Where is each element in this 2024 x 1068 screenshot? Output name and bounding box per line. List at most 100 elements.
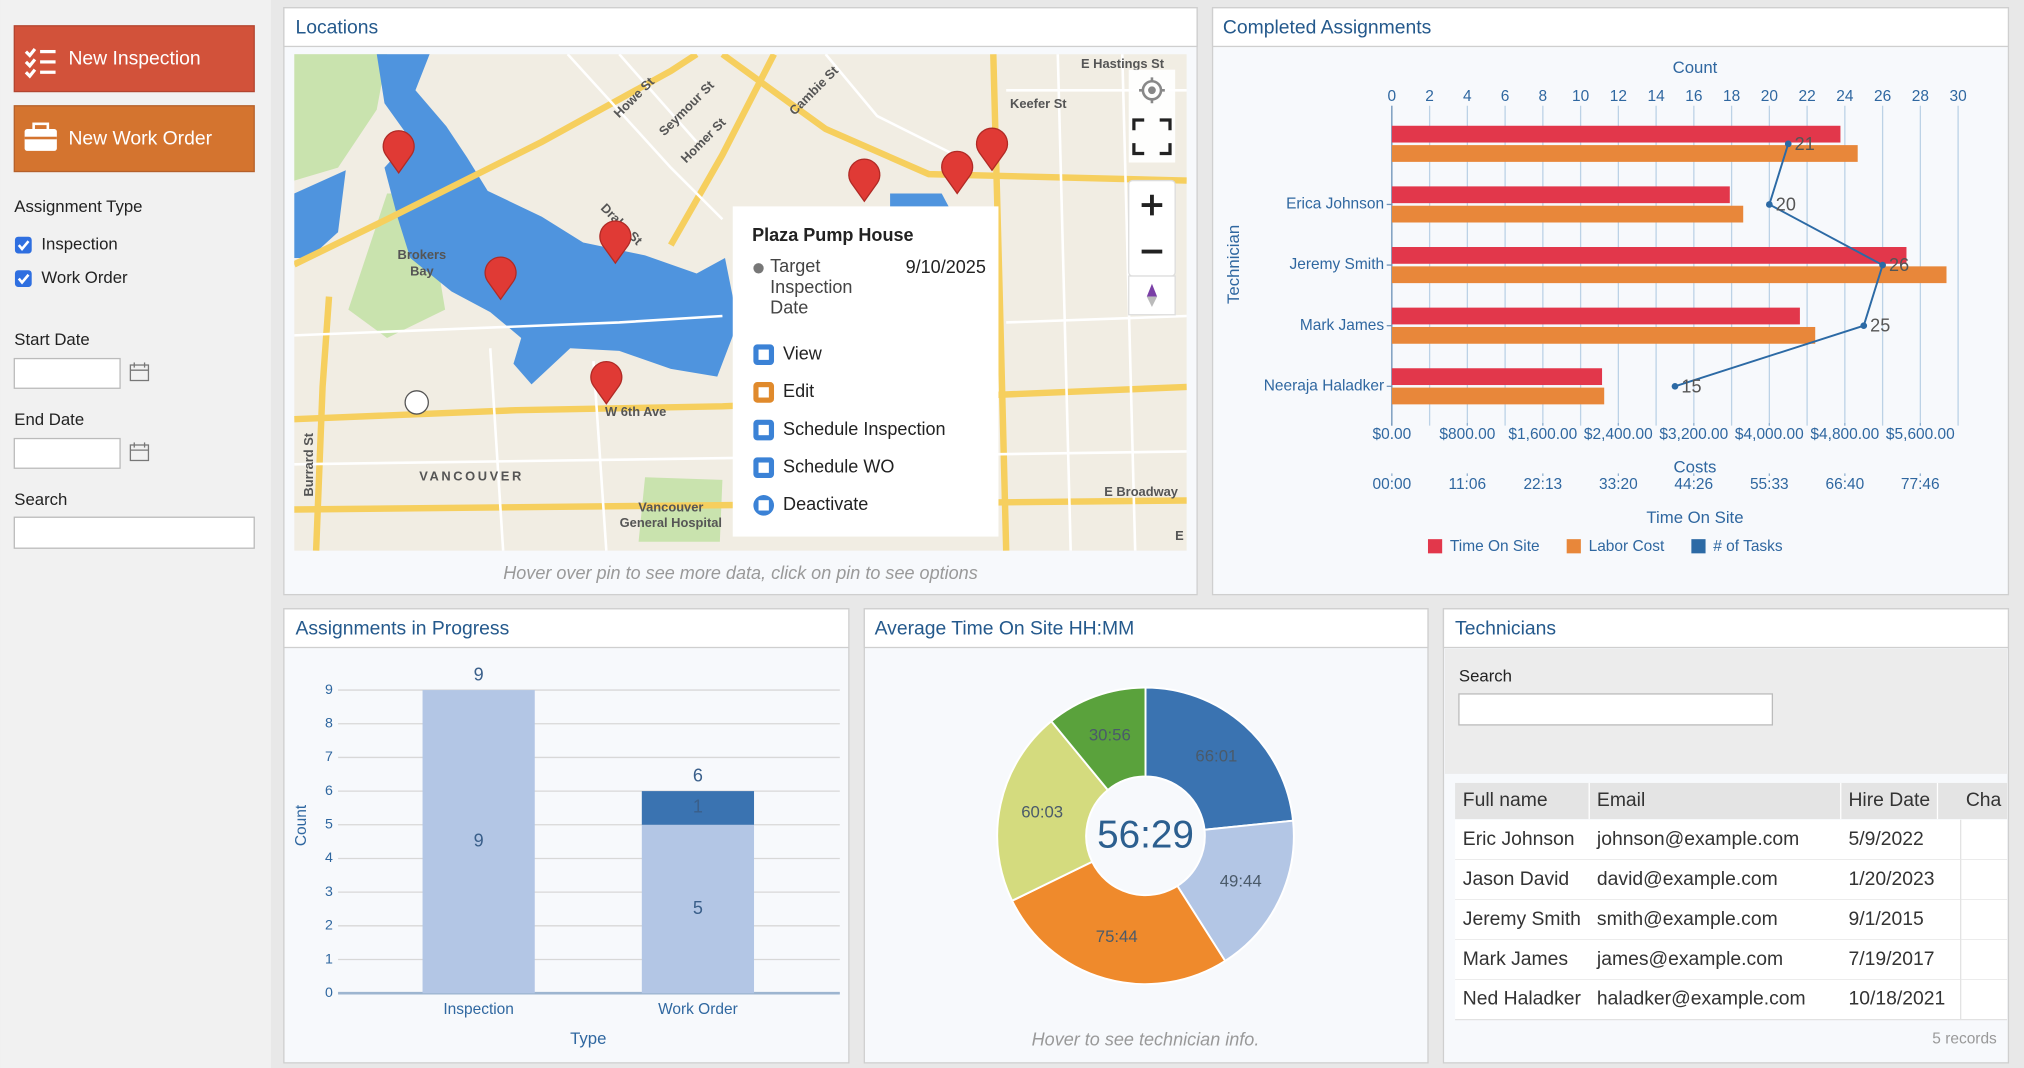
popup-field-box: Target Inspection Date — [770, 255, 852, 317]
checkbox[interactable] — [14, 236, 32, 254]
list-icon — [24, 48, 56, 79]
x-tick-label: 44:26 — [1674, 476, 1713, 493]
x-tick-label: 26 — [1874, 88, 1891, 105]
popup-action[interactable]: Deactivate — [753, 494, 868, 516]
donut-slice[interactable] — [1176, 819, 1295, 963]
panel-title: Locations — [295, 16, 378, 38]
action-icon-inner — [758, 462, 769, 473]
table-cell: 5/9/2022 — [1848, 828, 1923, 850]
column-header[interactable]: Email — [1597, 789, 1645, 811]
table-row[interactable] — [1455, 939, 2008, 980]
bar-segment — [422, 690, 535, 994]
y-tick-label: 3 — [325, 884, 333, 900]
zoom-in-button[interactable] — [1141, 194, 1163, 216]
action-label: Edit — [783, 381, 814, 401]
map-pin[interactable] — [848, 158, 881, 203]
line-point — [1860, 322, 1868, 330]
legend-label: Labor Cost — [1589, 538, 1665, 555]
line-point — [1879, 261, 1886, 269]
checkmark — [17, 273, 30, 285]
assignment-type-label: Assignment Type — [14, 197, 142, 216]
donut-slice[interactable] — [996, 719, 1110, 903]
x-tick-label: 22 — [1799, 88, 1816, 105]
table-row[interactable] — [1455, 819, 2008, 860]
popup-action[interactable]: Schedule WO — [753, 456, 894, 479]
x-tick-label: 28 — [1912, 88, 1929, 105]
action-label: Deactivate — [783, 494, 868, 514]
slice-label: 30:56 — [1089, 726, 1131, 745]
checkbox-label: Work Order — [41, 268, 128, 287]
table-cell: 1/20/2023 — [1848, 868, 1934, 890]
map-pin[interactable] — [975, 127, 1009, 172]
donut-slice[interactable] — [1144, 686, 1295, 831]
popup-action[interactable]: View — [753, 343, 823, 366]
locate-button[interactable] — [1139, 77, 1165, 104]
bar — [1391, 125, 1841, 143]
water — [376, 54, 738, 385]
x-tick-label: 16 — [1685, 88, 1702, 105]
checkmark — [17, 240, 30, 251]
donut-slice[interactable] — [1049, 686, 1147, 792]
x-tick-label: 10 — [1572, 88, 1589, 105]
toolbox-icon — [24, 122, 57, 151]
search-input[interactable] — [13, 516, 255, 549]
legend-label: Time On Site — [1450, 538, 1540, 555]
y-tick-label: 1 — [325, 951, 333, 967]
x-tick-label: 33:20 — [1599, 476, 1638, 493]
x-tick-label: 24 — [1836, 88, 1854, 105]
legend-swatch — [1566, 539, 1581, 554]
action-label: Schedule Inspection — [783, 419, 946, 439]
checkbox[interactable] — [14, 270, 32, 287]
column-header[interactable]: Hire Date — [1848, 789, 1930, 811]
bar — [1391, 266, 1947, 284]
end-date-input[interactable] — [13, 437, 121, 469]
calendar-icon[interactable] — [129, 442, 150, 462]
x-tick-label: 20 — [1761, 88, 1778, 105]
new-inspection-button[interactable]: New Inspection — [13, 25, 255, 93]
x-tick-label: $4,800.00 — [1810, 426, 1879, 443]
x-tick-label: 14 — [1648, 88, 1666, 105]
map-label: E 1 — [1175, 528, 1194, 543]
start-date-input[interactable] — [13, 357, 121, 389]
map-pin[interactable] — [382, 130, 415, 174]
table-cell: haladker@example.com — [1597, 988, 1806, 1010]
bullet — [753, 263, 764, 274]
action-icon-inner — [758, 349, 769, 360]
control-bg — [1128, 69, 1176, 163]
axis-title: Count — [1673, 58, 1718, 77]
panel-title: Completed Assignments — [1223, 16, 1431, 38]
x-tick-label: 18 — [1723, 88, 1740, 105]
table-cell: 9/1/2015 — [1848, 908, 1923, 930]
bar — [1391, 145, 1858, 162]
map-pin[interactable] — [599, 220, 632, 265]
table-header — [1455, 782, 2008, 820]
y-tick-label: 7 — [325, 749, 333, 765]
table-row[interactable] — [1455, 859, 2008, 900]
map-controls — [1128, 69, 1176, 316]
bar — [1391, 326, 1816, 344]
map-pin[interactable] — [941, 150, 974, 195]
donut-footer: Hover to see technician info. — [1032, 1030, 1260, 1050]
map-pin[interactable] — [484, 256, 517, 301]
map-pin[interactable] — [590, 361, 623, 405]
donut-slice[interactable] — [1010, 860, 1227, 986]
column-header[interactable]: Full name — [1463, 789, 1548, 811]
axis-title: Type — [570, 1029, 606, 1048]
column-header[interactable]: Cha — [1966, 789, 2002, 811]
table-row[interactable] — [1455, 899, 2008, 940]
popup-action[interactable]: Schedule Inspection — [753, 419, 946, 441]
popup-action[interactable]: Edit — [753, 381, 814, 403]
technicians-panel: Search Full name Email Hire Date Cha Eric Jo… — [1444, 648, 2008, 1021]
search-input[interactable] — [1458, 693, 1774, 726]
compass-north — [1146, 283, 1158, 297]
highway-shield — [404, 390, 429, 415]
calendar-icon[interactable] — [129, 362, 150, 382]
fullscreen-button[interactable] — [1132, 118, 1172, 156]
table-row[interactable] — [1455, 979, 2008, 1020]
new-work-order-button[interactable]: New Work Order — [13, 105, 255, 173]
slice-label: 49:44 — [1220, 871, 1262, 890]
panel-title: Assignments in Progress — [295, 618, 509, 640]
data-label: 25 — [1870, 316, 1890, 336]
button-bg — [13, 25, 255, 93]
data-label: 26 — [1889, 255, 1909, 275]
